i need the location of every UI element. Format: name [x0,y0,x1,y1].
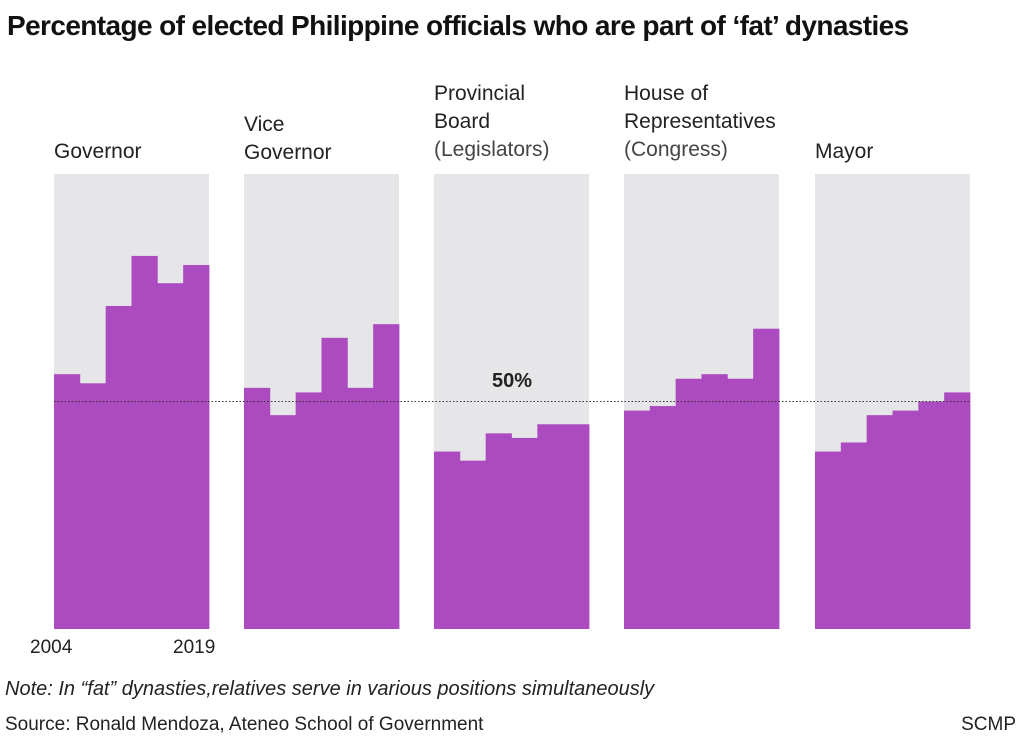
panel-label-line: Governor [54,140,142,163]
panel-label-governor: Governor [54,138,142,166]
bar [753,328,780,629]
bar [183,265,210,629]
chart-title: Percentage of elected Philippine officia… [7,10,909,41]
panel-label-mayor: Mayor [815,138,873,166]
bar [54,374,81,629]
bar [563,424,590,629]
chart-note: Note: In “fat” dynasties,relatives serve… [5,678,655,700]
bar [244,387,271,629]
bar [347,387,374,629]
bar [131,255,158,629]
panel-label-line: House of [624,82,709,105]
bar [918,401,945,629]
bar [269,415,297,629]
chart-source: Source: Ronald Mendoza, Ateneo School of… [5,714,484,735]
bar [675,378,702,629]
panel-label-line: Mayor [815,140,874,163]
bar [373,324,400,629]
bar [434,451,461,629]
panel-label-sub: (Legislators) [434,138,550,161]
panel-label-line: Provincial [434,82,526,105]
bar [649,406,677,629]
bar [815,451,842,629]
panel-label-line: Board [434,110,491,133]
panel-label-line: Representatives [624,110,776,133]
panel-label-line: Vice [244,113,285,136]
bar [157,283,184,629]
bar [295,392,322,629]
bar [892,410,919,629]
bar [624,410,651,629]
bar [321,337,348,629]
bar [701,374,728,629]
bar [727,378,754,629]
bar [511,437,538,629]
panel-label-line: Governor [244,141,332,164]
x-start-label: 2004 [30,637,73,658]
bar [866,415,893,629]
panel-label-house: House of Representatives (Congress) [624,80,776,164]
panel-label-sub: (Congress) [624,138,728,161]
bar [105,305,132,629]
reference-line-label: 50% [492,370,533,392]
panel-label-vice-governor: Vice Governor [244,111,332,167]
bar [840,442,868,629]
brand-label: SCMP [961,714,1016,735]
panel-label-provincial-board: Provincial Board (Legislators) [434,80,550,164]
bar [537,424,564,629]
x-end-label: 2019 [173,637,216,658]
bar [459,460,487,629]
bar [944,392,971,629]
bar [79,383,107,629]
bar [485,433,512,629]
